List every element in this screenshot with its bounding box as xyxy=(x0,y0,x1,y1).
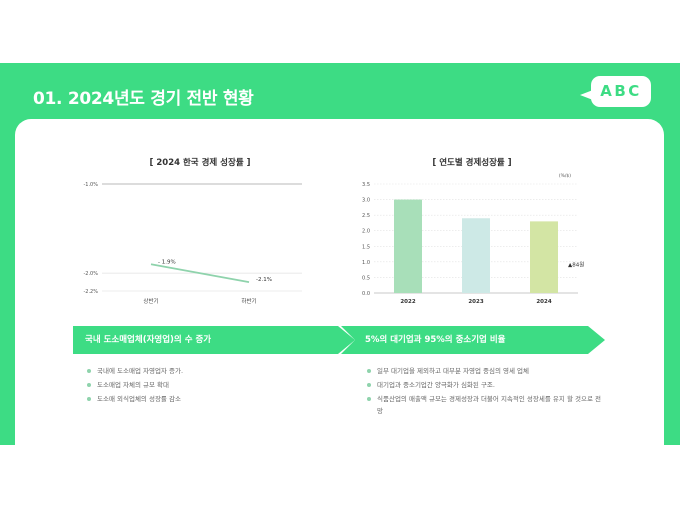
list-item: 국내에 도소매업 자영업자 증가. xyxy=(85,364,335,378)
annotation-label: ▲84원 xyxy=(568,261,584,269)
y-tick-label: 2.5 xyxy=(362,213,370,219)
line-chart-title: [ 2024 한국 경제 성장률 ] xyxy=(149,158,251,168)
y-tick-label: 3.0 xyxy=(362,198,370,204)
y-tick-label: -2.2% xyxy=(83,289,98,295)
y-tick-label: 2.0 xyxy=(362,229,370,235)
logo: ABC xyxy=(591,76,651,107)
y-tick-label: 0.0 xyxy=(362,291,370,297)
bar xyxy=(462,218,490,293)
bullet-dot-icon xyxy=(367,383,371,387)
bullet-list-left: 국내에 도소매업 자영업자 증가. 도소매업 자체의 규모 확대 도소매 외식업… xyxy=(85,364,335,406)
list-item: 식품산업의 매출액 규모는 경제성장과 더불어 지속적인 성장세를 유지 할 것… xyxy=(365,392,605,418)
y-tick-label: 0.5 xyxy=(362,275,370,281)
series-line xyxy=(150,263,250,283)
x-tick-label: 상반기 xyxy=(143,297,158,305)
list-item: 일부 대기업을 제외하고 대부분 자영업 중심의 영세 업체 xyxy=(365,364,605,378)
list-item: 도소매 외식업체의 성장률 감소 xyxy=(85,392,335,406)
x-tick-label: 2024 xyxy=(536,299,551,305)
line-chart: -1.0% -2.0% -2.2% 상반기 하반기 - 1.9% -2.1% xyxy=(83,182,302,305)
bullet-dot-icon xyxy=(367,369,371,373)
y-tick-label: -2.0% xyxy=(83,271,98,277)
x-tick-label: 2023 xyxy=(468,299,483,305)
section-heading-left: 국내 도소매업체(자영업)의 수 증가 xyxy=(73,326,355,354)
bullet-dot-icon xyxy=(87,369,91,373)
logo-bubble-tail xyxy=(580,90,593,100)
bar xyxy=(530,221,558,293)
bullet-dot-icon xyxy=(367,397,371,401)
bullet-list-right: 일부 대기업을 제외하고 대부분 자영업 중심의 영세 업체 대기업과 중소기업… xyxy=(365,364,605,418)
unit-label: (%/$) xyxy=(559,173,571,179)
bar xyxy=(394,199,422,293)
y-tick-label: 1.5 xyxy=(362,244,370,250)
bar-chart-title: [ 연도별 경제성장률 ] xyxy=(432,158,512,168)
y-tick-label: 3.5 xyxy=(362,182,370,188)
y-tick-label: -1.0% xyxy=(83,182,98,188)
section-heading-right: 5%의 대기업과 95%의 중소기업 비율 xyxy=(341,326,605,354)
x-tick-label: 2022 xyxy=(400,299,415,305)
bullet-dot-icon xyxy=(87,383,91,387)
x-tick-label: 하반기 xyxy=(241,297,256,305)
data-label: - 1.9% xyxy=(158,259,176,265)
y-tick-label: 1.0 xyxy=(362,260,370,266)
bullet-dot-icon xyxy=(87,397,91,401)
list-item: 대기업과 중소기업간 양극화가 심화된 구조. xyxy=(365,378,605,392)
list-item: 도소매업 자체의 규모 확대 xyxy=(85,378,335,392)
page-title: 01. 2024년도 경기 전반 현황 xyxy=(33,89,254,109)
data-label: -2.1% xyxy=(256,277,272,283)
bar-chart: 0.0 0.5 1.0 1.5 2.0 2.5 3.0 3.5 (%/$) 2022 2023 202… xyxy=(362,173,584,305)
